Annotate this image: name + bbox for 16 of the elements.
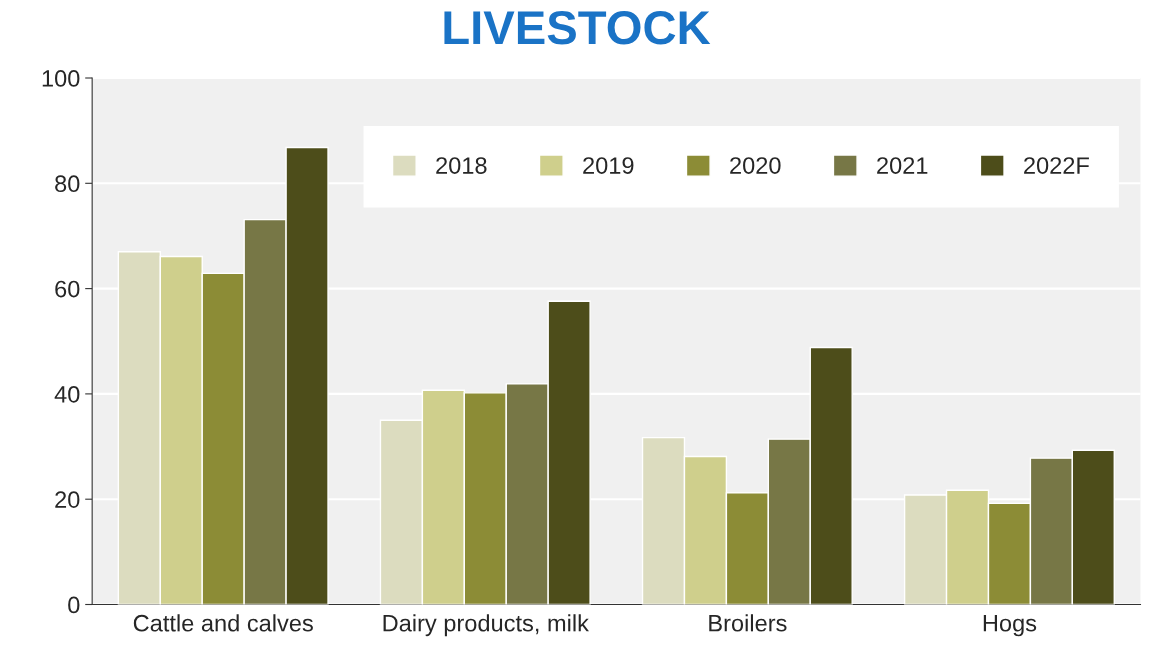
legend-label: 2020 <box>730 157 781 174</box>
chart-title: LIVESTOCK <box>444 11 711 45</box>
legend-label: 2021 <box>877 157 928 174</box>
legend-label: 2022F <box>1024 157 1089 174</box>
y-tick-label: 0 <box>68 596 80 614</box>
x-tick-label: Broilers <box>709 614 787 632</box>
x-tick-label: Dairy products, milk <box>383 614 589 637</box>
x-tick-label: Hogs <box>983 615 1037 637</box>
legend-label: 2018 <box>436 157 487 174</box>
y-tick-label: 40 <box>54 385 80 403</box>
x-tick-label: Cattle and calves <box>133 614 313 632</box>
y-tick-label: 100 <box>42 70 80 87</box>
y-tick-label: 60 <box>55 280 80 298</box>
legend-label: 2019 <box>583 157 634 174</box>
y-tick-label: 80 <box>55 175 80 193</box>
y-tick-label: 20 <box>55 491 80 508</box>
